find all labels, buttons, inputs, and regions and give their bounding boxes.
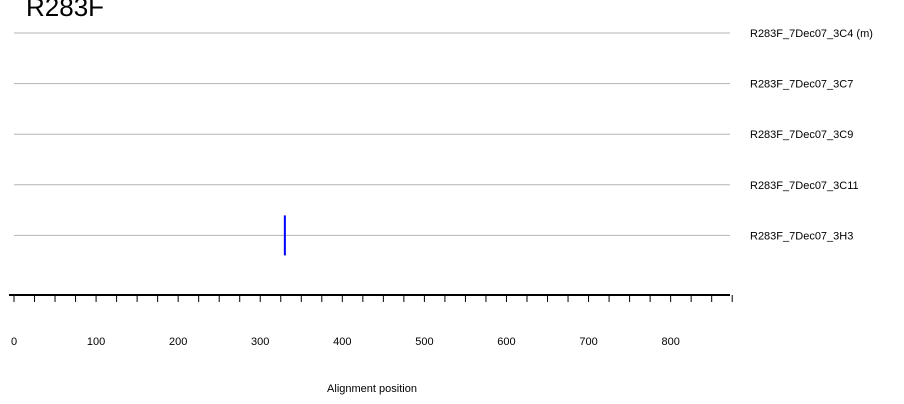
- x-tick-label: 200: [169, 336, 187, 348]
- sequence-label: R283F_7Dec07_3C11: [750, 180, 859, 192]
- x-tick-label: 800: [661, 336, 679, 348]
- sequence-label: R283F_7Dec07_3C9: [750, 129, 853, 141]
- x-tick-label: 600: [497, 336, 515, 348]
- x-tick-label: 400: [333, 336, 351, 348]
- x-tick-label: 500: [415, 336, 433, 348]
- x-tick-label: 700: [579, 336, 597, 348]
- x-axis-title: Alignment position: [327, 383, 417, 395]
- sequence-label: R283F_7Dec07_3H3: [750, 230, 853, 242]
- chart-title: R283F: [26, 0, 105, 22]
- sequence-label: R283F_7Dec07_3C4 (m): [750, 28, 873, 40]
- x-tick-label: 300: [251, 336, 269, 348]
- sequence-label: R283F_7Dec07_3C7: [750, 79, 853, 91]
- x-tick-label: 100: [87, 336, 105, 348]
- x-tick-label: 0: [11, 336, 17, 348]
